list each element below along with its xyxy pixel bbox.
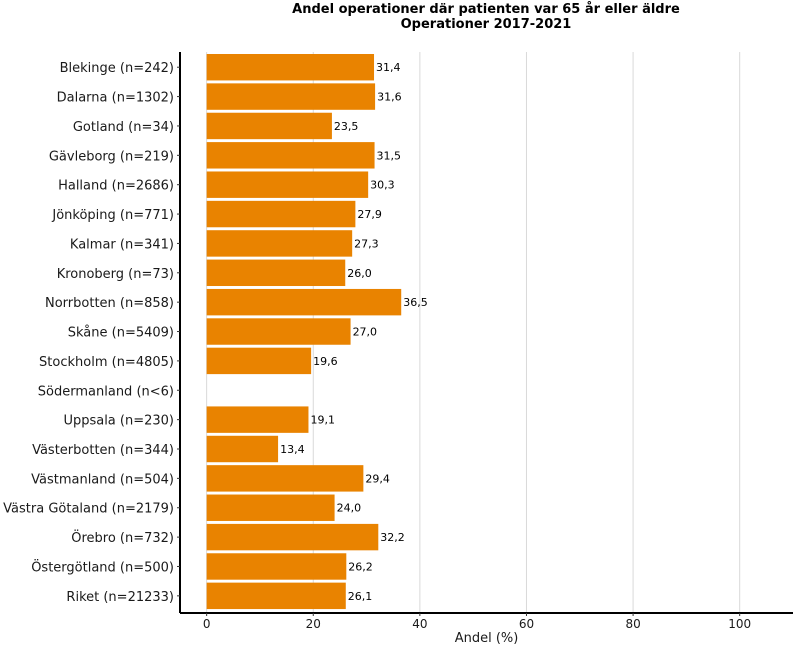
- bar-value-label: 19,1: [310, 414, 335, 427]
- bar: [206, 406, 309, 433]
- bar: [206, 288, 402, 316]
- axes: [177, 52, 793, 616]
- bar-value-label: 31,5: [377, 149, 402, 162]
- category-label: Örebro (n=732): [71, 529, 174, 546]
- category-label: Gotland (n=34): [73, 120, 174, 135]
- bar-value-labels: 31,4 31,6 23,5 31,5 30,3 27,9 27,3 26,0 36,5 27,0…: [280, 61, 428, 603]
- bar: [206, 142, 375, 169]
- bar: [206, 259, 346, 287]
- bar: [206, 171, 369, 198]
- x-tick-label: 60: [519, 617, 534, 631]
- category-label: Uppsala (n=230): [63, 414, 174, 429]
- chart-title-line2: Operationer 2017-2021: [400, 17, 572, 32]
- x-tick-label: 100: [728, 617, 751, 631]
- bar: [206, 435, 279, 463]
- bar-value-label: 19,6: [313, 355, 338, 368]
- category-label: Norrbotten (n=858): [45, 296, 174, 311]
- bar: [206, 230, 353, 257]
- bar-value-label: 27,0: [353, 326, 378, 339]
- x-tick-labels: 0 20 40 60 80 100: [203, 617, 751, 631]
- bar: [206, 200, 356, 228]
- bar: [206, 553, 347, 580]
- bar-value-label: 13,4: [280, 443, 305, 456]
- bar: [206, 318, 351, 345]
- bar: [206, 494, 335, 521]
- bar-value-label: 32,2: [380, 531, 405, 544]
- category-label: Jönköping (n=771): [51, 208, 174, 223]
- category-label: Riket (n=21233): [66, 590, 174, 605]
- bar: [206, 465, 364, 492]
- bar-value-label: 26,2: [348, 560, 373, 573]
- bar-value-label: 26,0: [347, 267, 372, 280]
- category-label: Kronoberg (n=73): [57, 267, 174, 282]
- bar-value-label: 31,4: [376, 61, 401, 74]
- category-label: Östergötland (n=500): [31, 558, 174, 575]
- bar-value-label: 27,9: [357, 208, 382, 221]
- bar-value-label: 30,3: [370, 179, 395, 192]
- x-tick-label: 0: [203, 617, 211, 631]
- bar-value-label: 24,0: [337, 502, 362, 515]
- bar-value-label: 27,3: [354, 237, 379, 250]
- category-labels: Blekinge (n=242) Dalarna (n=1302) Gotland …: [3, 61, 174, 605]
- bars: [206, 54, 402, 610]
- x-tick-label: 20: [306, 617, 321, 631]
- bar: [206, 582, 346, 610]
- category-label: Västerbotten (n=344): [32, 443, 174, 458]
- bar: [206, 347, 312, 375]
- category-label: Blekinge (n=242): [60, 61, 174, 76]
- x-tick-label: 80: [625, 617, 640, 631]
- category-label: Skåne (n=5409): [68, 326, 174, 341]
- category-label: Kalmar (n=341): [70, 237, 174, 252]
- category-label: Dalarna (n=1302): [57, 91, 174, 106]
- bar: [206, 83, 376, 110]
- category-label: Södermanland (n<6): [38, 384, 174, 399]
- bar-value-label: 36,5: [403, 296, 428, 309]
- bar-value-label: 29,4: [365, 472, 390, 485]
- x-axis-title: Andel (%): [455, 631, 519, 646]
- chart-title-line1: Andel operationer där patienten var 65 å…: [292, 2, 680, 17]
- category-label: Västra Götaland (n=2179): [3, 502, 174, 517]
- chart-title: Andel operationer där patienten var 65 å…: [180, 2, 792, 32]
- bar: [206, 112, 332, 140]
- category-label: Gävleborg (n=219): [49, 149, 174, 164]
- x-tick-label: 40: [412, 617, 427, 631]
- bar-value-label: 23,5: [334, 120, 359, 133]
- bar: [206, 523, 379, 551]
- bar-value-label: 26,1: [348, 590, 373, 603]
- category-label: Stockholm (n=4805): [39, 355, 174, 370]
- category-label: Halland (n=2686): [58, 179, 174, 194]
- category-label: Västmanland (n=504): [31, 472, 174, 487]
- bar-value-label: 31,6: [377, 91, 402, 104]
- bar: [206, 54, 375, 81]
